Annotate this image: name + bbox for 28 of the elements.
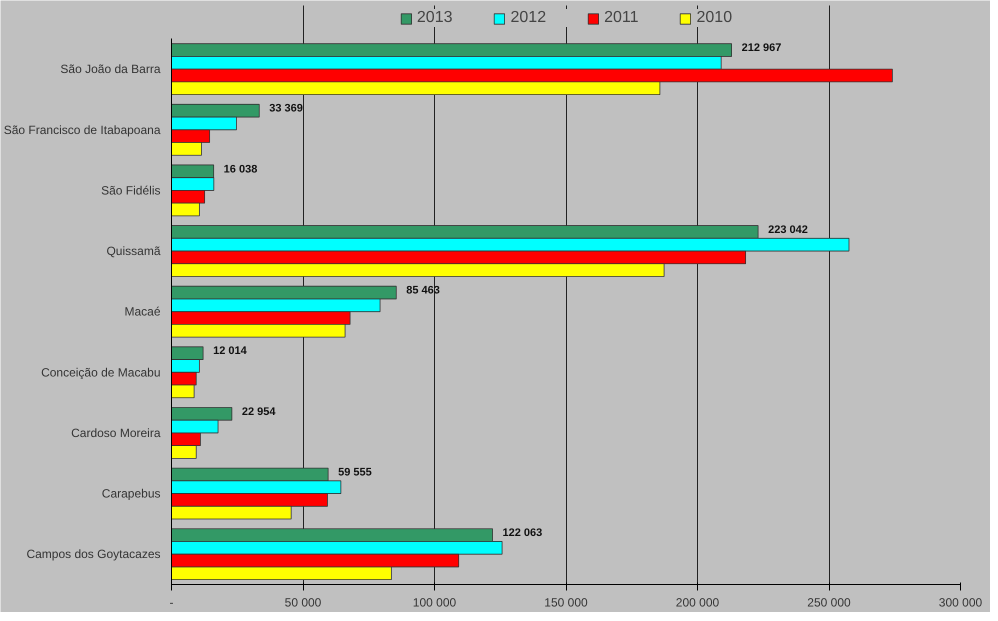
data-label: 22 954	[242, 406, 276, 418]
y-tick-label: Conceição de Macabu	[41, 365, 161, 380]
legend-label: 2013	[416, 9, 452, 27]
data-label: 12 014	[213, 345, 248, 358]
y-tick-label: São João da Barra	[60, 62, 161, 76]
y-tick-label: Carapebus	[102, 486, 161, 501]
y-tick-label: São Fidélis	[101, 183, 161, 198]
y-tick-label: São Francisco de Itabapoana	[4, 122, 161, 137]
legend-label: 2011	[604, 9, 638, 27]
y-tick-label: Quissamã	[106, 244, 161, 258]
y-tick-label: Cardoso Moreira	[71, 426, 161, 440]
x-tick-label: 250 000	[807, 596, 852, 610]
x-tick-label: 150 000	[544, 596, 588, 610]
y-tick-label: Campos dos Goytacazes	[26, 547, 160, 562]
data-label: 122 063	[502, 527, 542, 540]
data-label: 223 042	[768, 224, 808, 236]
x-tick-label: 50 000	[284, 596, 322, 610]
data-label: 16 038	[224, 163, 258, 176]
data-label: 59 555	[338, 466, 372, 478]
legend-label: 2012	[510, 9, 546, 27]
x-tick-label: 300 000	[938, 596, 983, 610]
legend-label: 2010	[696, 9, 732, 27]
data-label: 33 369	[269, 102, 303, 115]
data-label: 212 967	[742, 42, 782, 54]
y-tick-label: Macaé	[124, 304, 161, 319]
x-tick-label: -	[170, 596, 174, 610]
x-tick-label: 100 000	[412, 596, 457, 610]
x-tick-label: 200 000	[676, 596, 720, 610]
